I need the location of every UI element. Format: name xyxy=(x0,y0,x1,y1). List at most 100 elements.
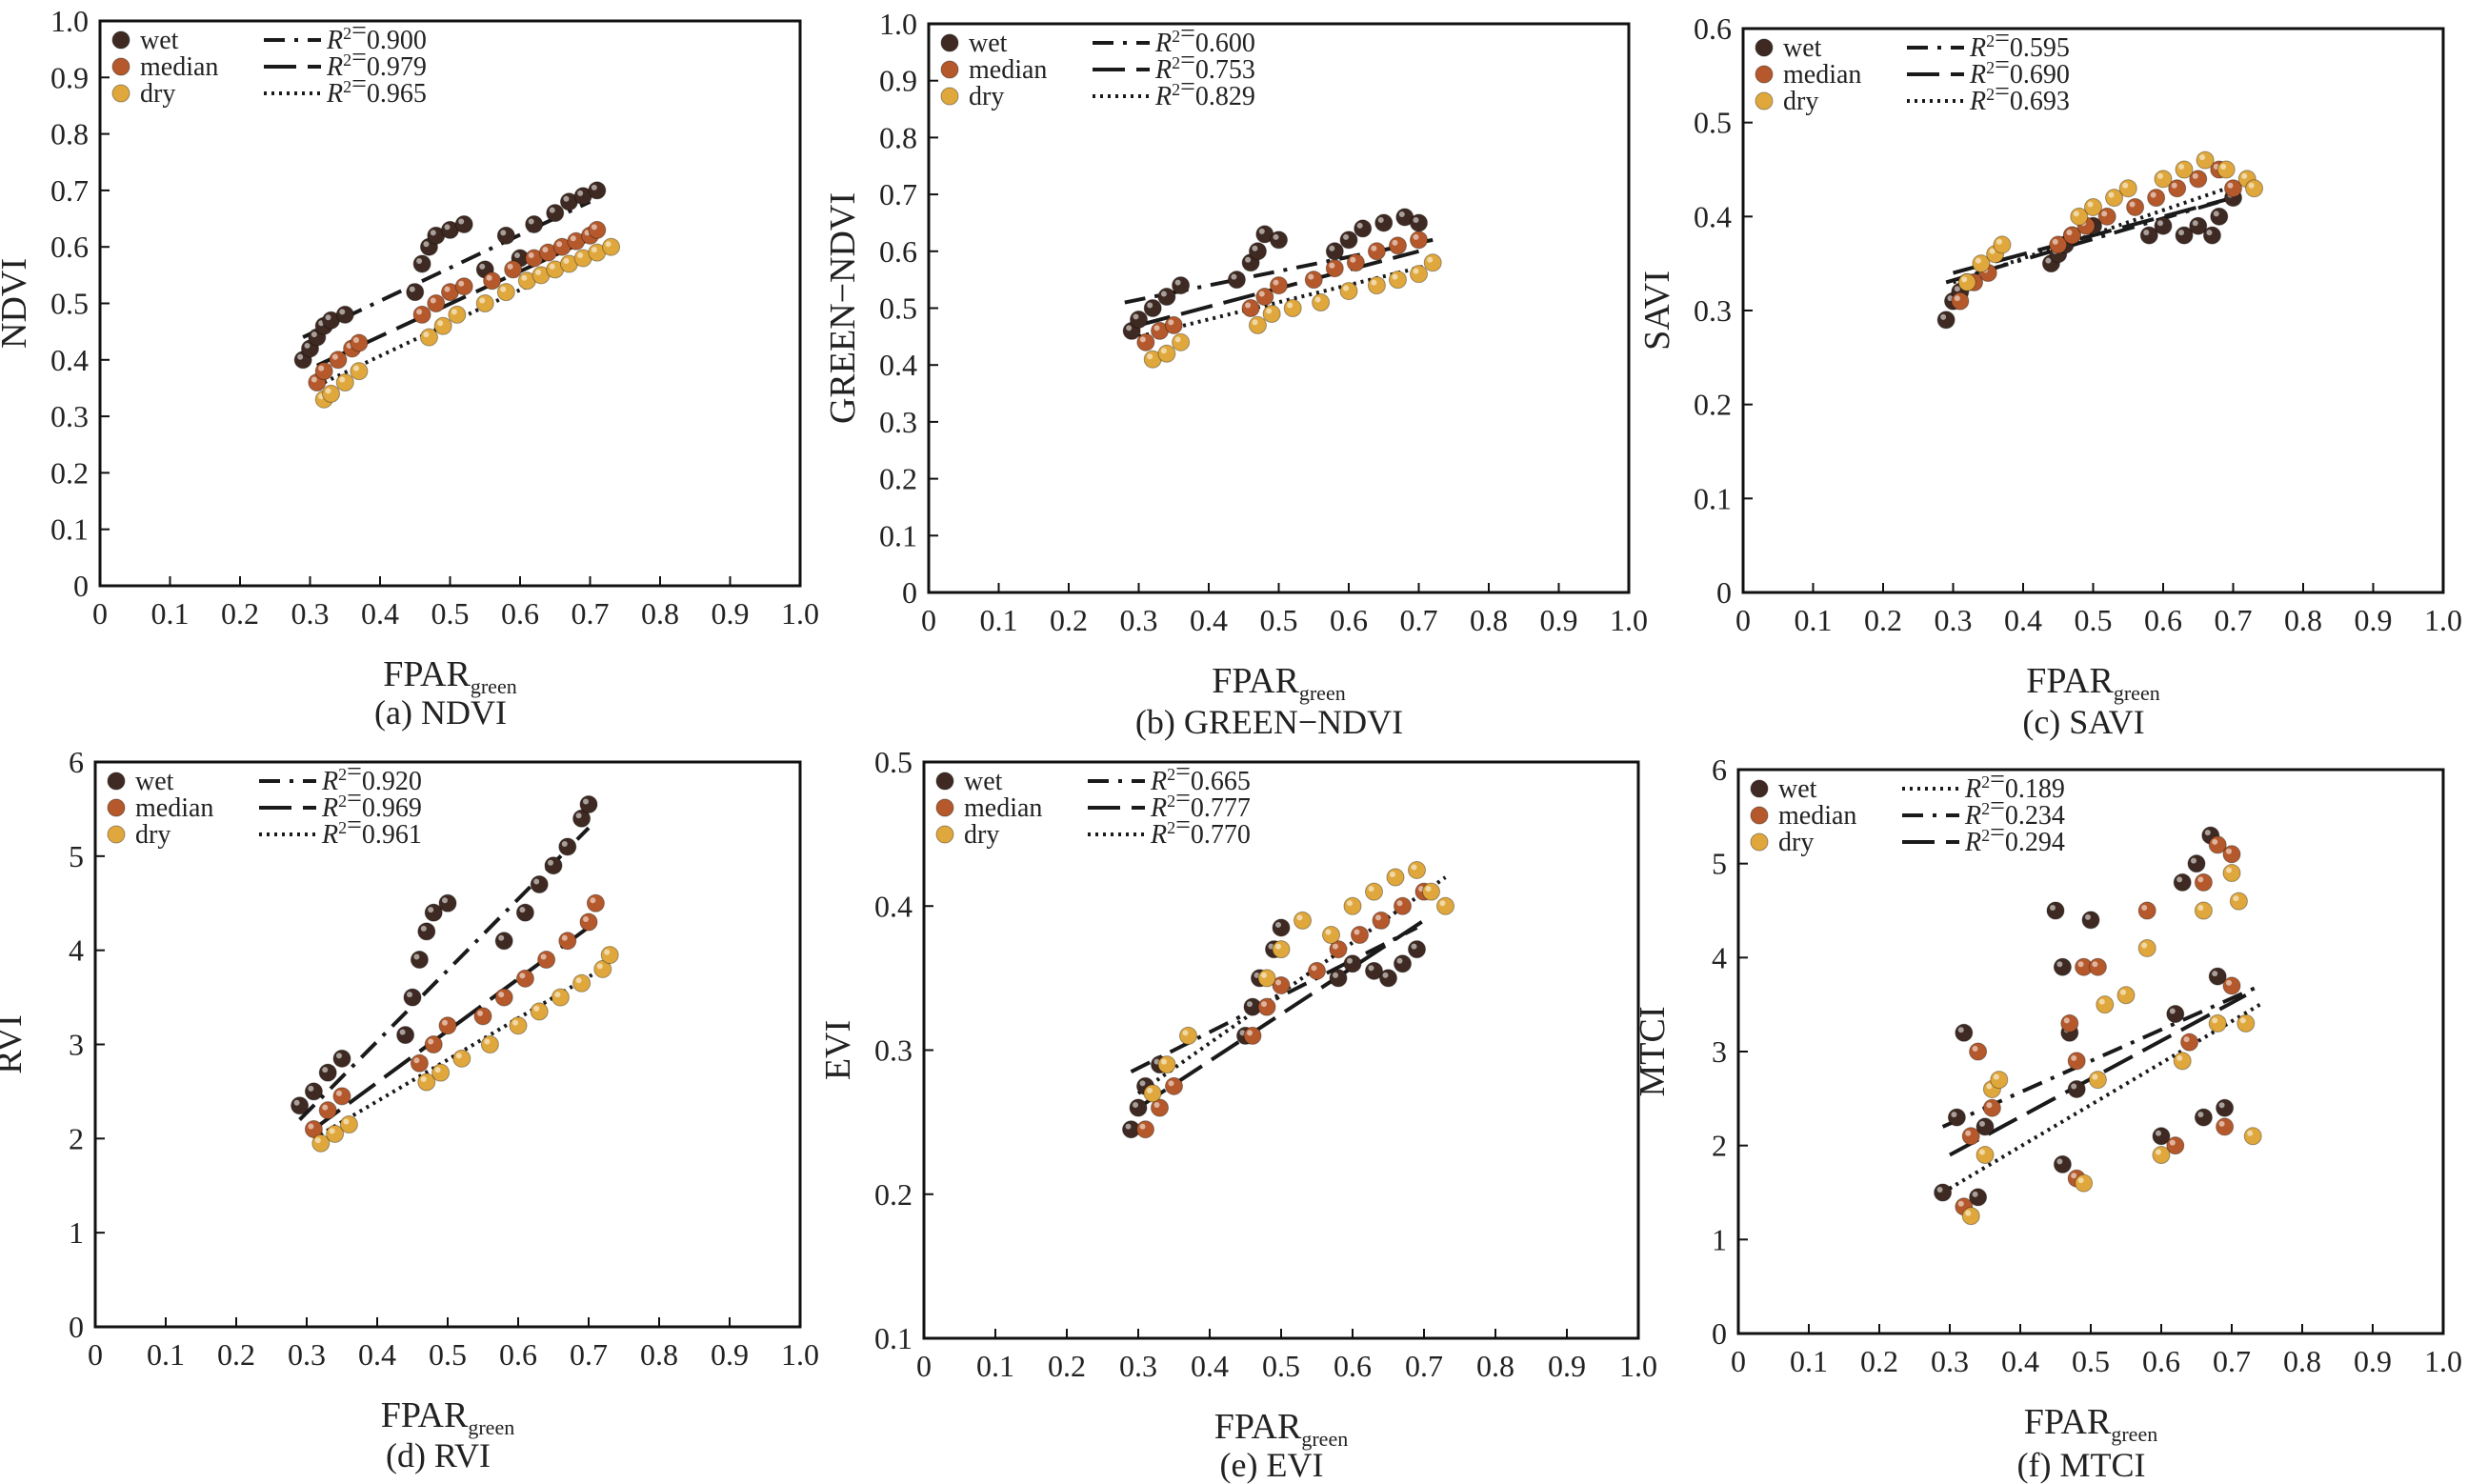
data-point-median xyxy=(350,333,369,352)
data-point-highlight xyxy=(1174,279,1181,286)
data-point-highlight xyxy=(1439,900,1446,907)
data-point-highlight xyxy=(1252,319,1258,326)
data-point-median xyxy=(1388,236,1407,255)
legend-r2-median: R2=0.777 xyxy=(1150,784,1251,823)
data-point-highlight xyxy=(308,1123,314,1130)
data-point-wet xyxy=(1129,1098,1148,1117)
data-point-wet xyxy=(1343,954,1362,973)
data-point-median xyxy=(1346,253,1365,272)
data-point-highlight xyxy=(1329,262,1335,269)
data-point-highlight xyxy=(322,1067,329,1073)
x-tick-label: 0.3 xyxy=(1935,603,1973,637)
y-tick-label: 2 xyxy=(69,1121,84,1155)
data-point-wet xyxy=(2194,1108,2213,1127)
data-point-highlight xyxy=(1356,222,1363,229)
x-tick-label: 0.2 xyxy=(1864,603,1902,637)
data-point-highlight xyxy=(2169,1139,2176,1146)
x-tick-label: 0.3 xyxy=(1120,603,1158,637)
x-tick-label: 0.7 xyxy=(2215,603,2253,637)
data-point-highlight xyxy=(542,247,549,253)
data-point-median xyxy=(2067,1052,2086,1071)
data-point-wet xyxy=(304,1082,323,1101)
y-tick-label: 1 xyxy=(1712,1222,1727,1256)
data-point-highlight xyxy=(1275,979,1281,986)
data-point-highlight xyxy=(1147,1087,1153,1093)
data-point-highlight xyxy=(430,230,436,236)
data-point-highlight xyxy=(2150,191,2156,198)
data-point-highlight xyxy=(437,320,444,327)
data-point-highlight xyxy=(484,1038,491,1045)
data-point-wet xyxy=(335,305,354,324)
data-point-highlight xyxy=(1347,900,1353,907)
r2-superscript: 2 xyxy=(1981,772,1990,792)
data-point-dry xyxy=(1423,253,1442,272)
x-axis-label: FPARgreen xyxy=(381,1395,514,1439)
r2-equals: = xyxy=(1995,24,2010,53)
data-point-wet xyxy=(579,794,598,813)
legend-r2-wet: R2=0.920 xyxy=(321,757,422,796)
data-point-dry xyxy=(2137,938,2156,957)
r2-symbol: R xyxy=(321,767,338,796)
data-point-highlight xyxy=(1333,943,1338,950)
data-point-highlight xyxy=(2171,182,2177,189)
data-point-wet xyxy=(1143,299,1162,317)
legend-r2-dry: R2=0.829 xyxy=(1154,72,1255,111)
data-point-highlight xyxy=(1147,353,1153,360)
legend-label-wet: wet xyxy=(964,767,1003,796)
data-point-highlight xyxy=(1954,286,1960,292)
r2-symbol: R xyxy=(1150,767,1167,796)
data-point-median xyxy=(314,362,333,381)
data-point-highlight xyxy=(1168,319,1174,326)
r2-symbol: R xyxy=(1150,820,1167,850)
x-tick-label: 0.6 xyxy=(1334,1349,1372,1383)
data-point-highlight xyxy=(2247,1130,2254,1136)
data-point-highlight xyxy=(2050,905,2056,911)
data-point-highlight xyxy=(2108,191,2115,198)
data-point-dry xyxy=(1367,276,1386,295)
data-point-highlight xyxy=(507,263,513,270)
data-point-dry xyxy=(2096,995,2115,1014)
data-point-highlight xyxy=(1254,972,1260,978)
r2-superscript: 2 xyxy=(1172,53,1180,72)
r2-superscript: 2 xyxy=(338,818,347,837)
legend-marker-dry xyxy=(107,825,126,844)
data-point-median xyxy=(424,1035,443,1053)
y-axis-label: MTCI xyxy=(1633,1007,1673,1097)
data-point-highlight xyxy=(1371,279,1377,286)
data-point-wet xyxy=(1130,310,1148,329)
r2-value: 0.690 xyxy=(2010,60,2070,90)
data-point-highlight xyxy=(2212,971,2218,977)
data-point-highlight xyxy=(528,252,534,259)
data-point-wet xyxy=(588,181,607,200)
data-point-wet xyxy=(1157,288,1176,307)
data-point-highlight xyxy=(1411,943,1417,950)
data-point-highlight xyxy=(1258,291,1265,297)
data-point-dry xyxy=(602,237,621,256)
data-point-dry xyxy=(475,294,494,312)
data-point-highlight xyxy=(1153,325,1160,331)
data-point-wet xyxy=(438,893,457,912)
x-axis-label-subscript: green xyxy=(468,1415,514,1439)
data-point-highlight xyxy=(2176,1054,2183,1061)
data-point-dry xyxy=(2208,1013,2227,1033)
data-point-highlight xyxy=(413,953,420,960)
data-point-wet xyxy=(1947,1108,1966,1127)
data-point-highlight xyxy=(343,1118,350,1125)
legend-r2-dry: R2=0.770 xyxy=(1150,811,1251,850)
x-tick-label: 0.5 xyxy=(431,596,470,631)
x-tick-label: 0.4 xyxy=(361,596,399,631)
data-point-highlight xyxy=(1329,245,1335,251)
r2-equals: = xyxy=(1175,757,1191,787)
data-point-highlight xyxy=(2206,230,2213,236)
data-point-highlight xyxy=(2227,182,2234,189)
data-point-highlight xyxy=(2197,876,2204,883)
legend-marker-median xyxy=(111,57,130,76)
r2-value: 0.294 xyxy=(2005,828,2065,857)
y-tick-label: 0 xyxy=(902,575,917,610)
data-point-highlight xyxy=(336,1053,342,1059)
data-point-highlight xyxy=(442,1019,448,1026)
data-point-highlight xyxy=(2066,230,2073,236)
r2-symbol: R xyxy=(1969,60,1986,90)
data-point-highlight xyxy=(2226,867,2232,873)
data-point-highlight xyxy=(1275,921,1281,928)
